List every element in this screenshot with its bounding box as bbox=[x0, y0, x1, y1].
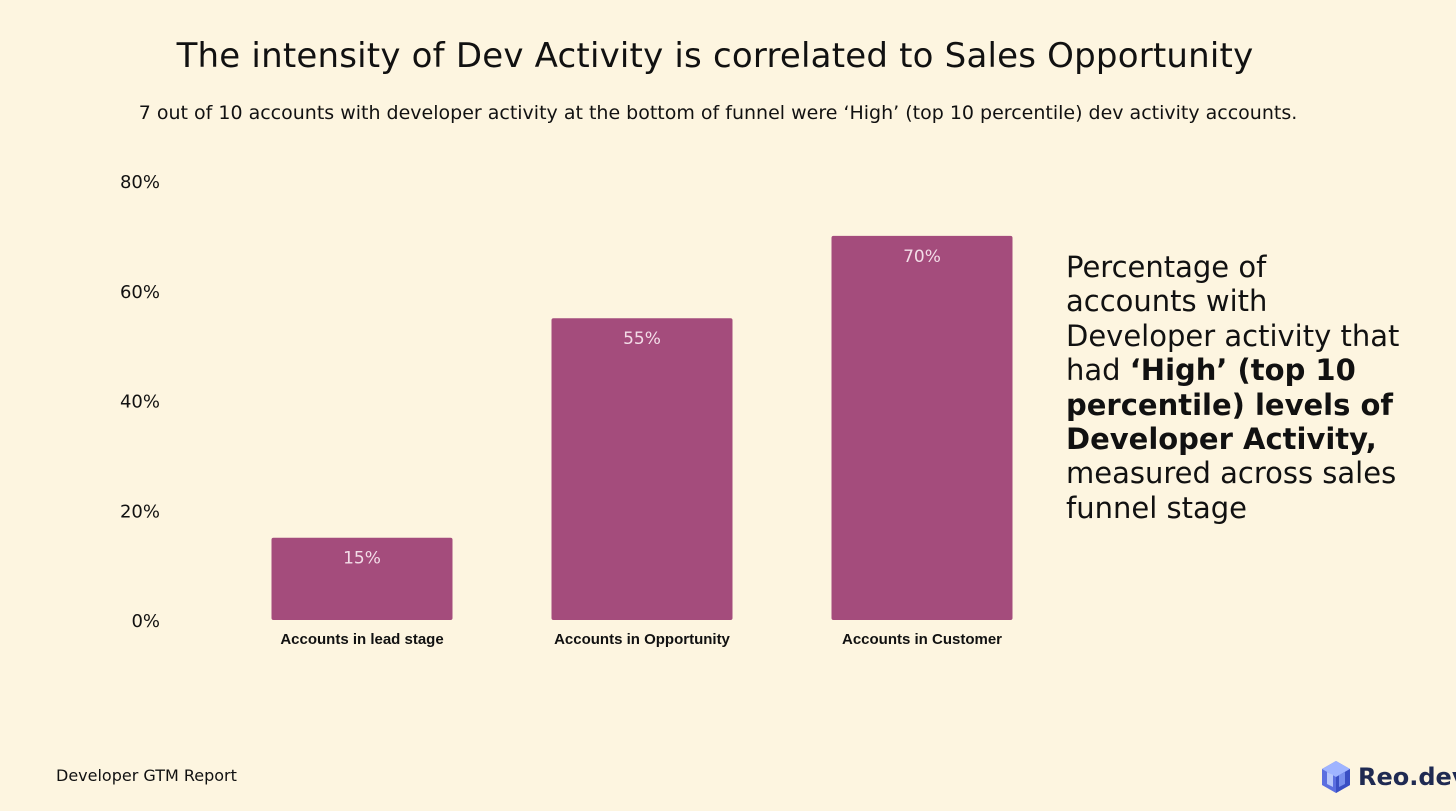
y-tick-label: 60% bbox=[120, 282, 160, 303]
annotation-text-part1: Percentage of accounts with Developer ac… bbox=[1066, 250, 1400, 388]
chart-subtitle: 7 out of 10 accounts with developer acti… bbox=[138, 102, 1298, 124]
y-tick-label: 80% bbox=[120, 172, 160, 193]
annotation-text-part2: measured across sales funnel stage bbox=[1066, 456, 1397, 525]
chart-title: The intensity of Dev Activity is correla… bbox=[176, 36, 1254, 76]
chart-annotation: Percentage of accounts with Developer ac… bbox=[1066, 250, 1406, 525]
y-tick-label: 40% bbox=[120, 392, 160, 413]
reo-cube-logo-icon bbox=[1322, 761, 1350, 793]
x-tick-label: Accounts in Customer bbox=[842, 631, 1002, 648]
y-tick-label: 20% bbox=[120, 501, 160, 522]
bar-chart: 0% 20% 40% 60% 80% 15% Accounts in lead stage 5… bbox=[120, 172, 1013, 648]
bar bbox=[271, 537, 453, 620]
brand-logo: Reo.dev bbox=[1320, 760, 1456, 794]
annotation-text-bold: ‘High’ (top 10 percentile) levels of Dev… bbox=[1066, 353, 1394, 457]
report-footer: Developer GTM Report bbox=[56, 766, 237, 785]
bar-data-label: 55% bbox=[623, 329, 661, 349]
x-tick-label: Accounts in Opportunity bbox=[554, 631, 730, 648]
y-tick-label: 0% bbox=[131, 611, 160, 632]
bar bbox=[831, 235, 1013, 620]
bar-data-label: 15% bbox=[343, 549, 381, 569]
bar bbox=[551, 318, 733, 620]
brand-name: Reo.dev bbox=[1358, 763, 1456, 791]
bar-data-label: 70% bbox=[903, 247, 941, 267]
x-tick-label: Accounts in lead stage bbox=[280, 631, 443, 648]
